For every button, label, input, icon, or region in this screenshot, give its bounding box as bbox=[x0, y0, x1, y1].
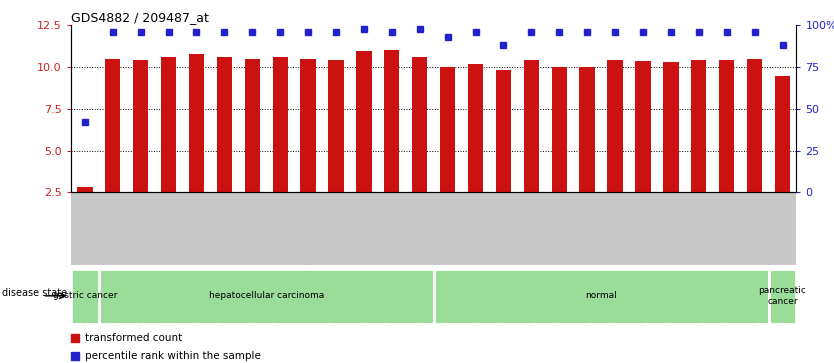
Bar bbox=[691, 60, 706, 192]
Text: pancreatic
cancer: pancreatic cancer bbox=[759, 286, 806, 306]
Text: hepatocellular carcinoma: hepatocellular carcinoma bbox=[208, 291, 324, 300]
Bar bbox=[663, 62, 679, 192]
Bar bbox=[719, 60, 735, 192]
Bar bbox=[384, 50, 399, 192]
Bar bbox=[105, 59, 120, 192]
Text: normal: normal bbox=[585, 291, 617, 300]
Bar bbox=[747, 59, 762, 192]
Bar bbox=[273, 57, 288, 192]
Bar bbox=[356, 51, 372, 192]
Bar bbox=[133, 61, 148, 192]
Bar bbox=[775, 76, 790, 192]
Text: transformed count: transformed count bbox=[85, 333, 183, 343]
Bar bbox=[98, 269, 434, 324]
Bar bbox=[636, 61, 651, 192]
Text: gastric cancer: gastric cancer bbox=[53, 291, 117, 300]
Bar bbox=[329, 61, 344, 192]
Bar bbox=[468, 64, 483, 192]
Bar bbox=[580, 67, 595, 192]
Bar bbox=[607, 60, 623, 192]
Bar bbox=[300, 59, 316, 192]
Bar bbox=[78, 187, 93, 192]
Bar bbox=[217, 57, 232, 192]
Bar bbox=[188, 54, 204, 192]
Bar bbox=[412, 57, 427, 192]
Bar bbox=[551, 67, 567, 192]
Bar bbox=[769, 269, 796, 324]
Bar bbox=[71, 269, 98, 324]
Bar bbox=[434, 269, 769, 324]
Text: disease state: disease state bbox=[2, 288, 67, 298]
Bar bbox=[440, 67, 455, 192]
Bar bbox=[495, 70, 511, 192]
Bar bbox=[161, 57, 176, 192]
Bar bbox=[524, 61, 539, 192]
Bar bbox=[244, 59, 260, 192]
Text: percentile rank within the sample: percentile rank within the sample bbox=[85, 351, 261, 361]
Text: GDS4882 / 209487_at: GDS4882 / 209487_at bbox=[71, 11, 208, 24]
